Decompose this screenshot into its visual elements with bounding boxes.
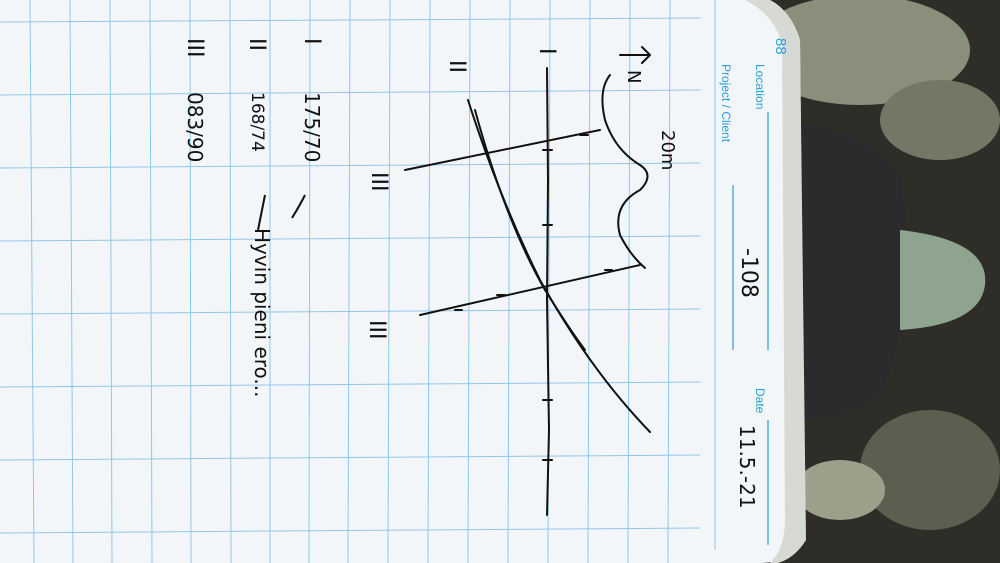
- reading-value-iii: 083/90: [183, 92, 207, 162]
- moss-patch: [880, 80, 1000, 160]
- moss-patch: [750, 0, 970, 105]
- rubber-boot: [780, 120, 910, 420]
- north-label: N: [623, 70, 644, 83]
- note-text: Hyvin pieni ero...: [250, 228, 274, 398]
- notebook-page: [0, 0, 805, 563]
- reading-value-ii: 168/74: [247, 92, 267, 152]
- line-i: [545, 67, 551, 516]
- sketch: [404, 46, 651, 516]
- reading-label-ii: II: [244, 38, 269, 51]
- note-arrow: [257, 194, 306, 231]
- distance-label: 20m: [657, 130, 678, 170]
- location-value: -108: [736, 248, 761, 298]
- reading-label-i: I: [299, 38, 324, 45]
- moss-patch: [860, 410, 1000, 530]
- north-arrow: [619, 46, 651, 64]
- project-label: Project / Client: [719, 64, 733, 143]
- moss-patch: [795, 460, 885, 520]
- reading-label-iii: III: [182, 38, 207, 57]
- distance-bracket: [601, 74, 649, 269]
- notebook-edge: [745, 0, 806, 563]
- tick-marks: [454, 134, 613, 461]
- location-label: Location: [753, 64, 767, 109]
- date-value: 11.5.-21: [735, 425, 759, 509]
- line-ii-curve: [474, 109, 586, 351]
- line-label-ii: II: [444, 60, 469, 73]
- date-label: Date: [753, 388, 767, 414]
- line-iii-bottom: [419, 264, 641, 316]
- page-grid: [0, 0, 701, 563]
- reading-value-i: 175/70: [300, 92, 324, 162]
- line-label-iii-bottom: III: [364, 320, 389, 339]
- line-iii-top: [404, 129, 601, 171]
- line-label-i: I: [534, 48, 559, 55]
- page-number: 88: [772, 38, 789, 55]
- line-label-iii-top: III: [366, 172, 391, 191]
- boot-sole: [900, 230, 986, 330]
